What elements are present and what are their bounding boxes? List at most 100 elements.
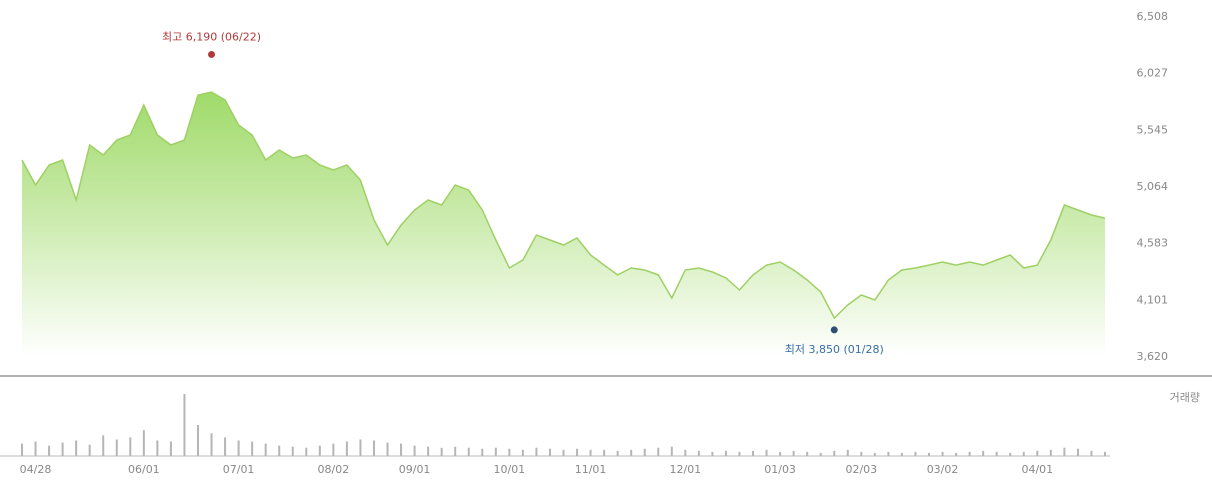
volume-bar (129, 437, 132, 456)
volume-bar (156, 440, 159, 456)
y-tick-label: 6,027 (1137, 67, 1169, 80)
volume-bar (115, 439, 118, 456)
volume-bar (75, 440, 78, 456)
volume-bar (237, 440, 240, 456)
volume-bar (454, 446, 457, 456)
volume-bar (697, 450, 700, 456)
volume-bar (914, 451, 917, 456)
volume-bar (806, 451, 809, 456)
volume-bar (332, 443, 335, 456)
x-tick-label: 10/01 (493, 463, 525, 476)
x-tick-label: 02/03 (845, 463, 877, 476)
volume-bar (196, 425, 199, 456)
volume-bar (359, 439, 362, 456)
volume-label: 거래량 (1170, 391, 1200, 404)
volume-bar (400, 443, 403, 456)
x-tick-label: 04/01 (1021, 463, 1053, 476)
x-tick-label: 04/28 (20, 463, 52, 476)
volume-bar (657, 447, 660, 456)
volume-bar (427, 446, 430, 456)
volume-bar (494, 447, 497, 456)
volume-bar (684, 449, 687, 456)
volume-bar (630, 449, 633, 456)
volume-bar (968, 451, 971, 456)
high-label: 최고 6,190 (06/22) (162, 30, 261, 43)
volume-bar (1063, 447, 1066, 456)
volume-bar (48, 445, 51, 456)
volume-bar (792, 450, 795, 456)
y-tick-label: 4,583 (1137, 237, 1169, 250)
volume-bar (670, 446, 673, 456)
volume-bar (169, 441, 172, 456)
volume-bar (521, 449, 524, 456)
volume-bar (291, 446, 294, 456)
y-tick-label: 5,064 (1137, 180, 1169, 193)
volume-bar (1076, 448, 1079, 456)
volume-bar (887, 451, 890, 456)
volume-bar (873, 452, 876, 456)
volume-bar (264, 443, 267, 456)
volume-bar (643, 448, 646, 456)
y-tick-label: 3,620 (1137, 350, 1169, 363)
price-line (21, 91, 1106, 320)
volume-bar (21, 443, 23, 456)
volume-bar (846, 449, 849, 456)
volume-bar (386, 442, 389, 456)
volume-bar (440, 447, 443, 456)
high-marker (208, 50, 216, 58)
volume-bar (860, 451, 863, 456)
volume-bar (941, 451, 944, 456)
volume-bar (467, 447, 470, 456)
volume-bar (616, 450, 619, 456)
volume-bar (752, 450, 755, 456)
volume-bar (576, 448, 579, 456)
volume-bar (765, 449, 768, 456)
volume-bar (34, 441, 37, 456)
volume-bar (251, 441, 254, 456)
volume-bar (305, 447, 308, 456)
x-tick-label: 08/02 (318, 463, 350, 476)
volume-bar (711, 451, 714, 456)
x-tick-label: 01/03 (764, 463, 796, 476)
volume-bar (819, 452, 822, 456)
low-marker (830, 326, 838, 334)
area (22, 92, 1105, 357)
y-tick-label: 6,508 (1137, 10, 1169, 23)
volume-bar (372, 440, 375, 456)
volume-bar (278, 445, 281, 456)
volume-bar (535, 447, 538, 456)
low-label: 최저 3,850 (01/28) (785, 343, 884, 356)
volume-bar (589, 449, 592, 456)
volume-bar (183, 394, 186, 456)
volume-bar (900, 452, 903, 456)
x-tick-label: 03/02 (927, 463, 959, 476)
volume-bar (779, 451, 782, 456)
volume-bar (1049, 449, 1052, 456)
y-tick-label: 5,545 (1137, 123, 1169, 136)
volume-bar (1104, 451, 1106, 456)
volume-bar (724, 450, 727, 456)
volume-bar (928, 452, 931, 456)
volume-bar (61, 442, 64, 456)
volume-bar (318, 445, 321, 456)
volume-bar (413, 445, 416, 456)
volume-bar (1022, 451, 1025, 456)
volume-bar (88, 444, 91, 456)
volume-bar (224, 437, 227, 456)
y-tick-label: 4,101 (1137, 293, 1169, 306)
volume-bar (210, 433, 213, 456)
volume-bar (1090, 450, 1093, 456)
volume-bar (1036, 450, 1039, 456)
volume-bar (345, 441, 348, 456)
x-tick-label: 11/01 (575, 463, 607, 476)
volume-bar (1009, 452, 1012, 456)
volume-bar (481, 448, 484, 456)
volume-bar (603, 449, 606, 456)
volume-bar (548, 448, 551, 456)
volume-bar (738, 451, 741, 456)
x-tick-label: 12/01 (669, 463, 701, 476)
volume-bar (833, 450, 836, 456)
volume-bar (982, 450, 985, 456)
x-tick-label: 06/01 (128, 463, 160, 476)
